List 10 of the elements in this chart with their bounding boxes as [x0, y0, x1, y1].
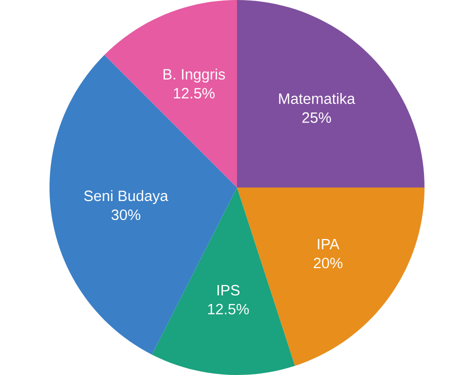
slice-label: Seni Budaya	[84, 190, 168, 204]
slice-label: IPA	[318, 238, 340, 250]
data-label: 25%	[302, 112, 331, 123]
slice-label: IPS	[218, 284, 240, 296]
slice-label: Matematika	[279, 92, 356, 104]
data-label: 12.5%	[208, 304, 249, 314]
data-label: 20%	[314, 258, 342, 268]
data-label: 30%	[111, 209, 140, 220]
data-label: 12.5%	[174, 88, 215, 99]
slice-label: B. Inggris	[164, 68, 225, 83]
